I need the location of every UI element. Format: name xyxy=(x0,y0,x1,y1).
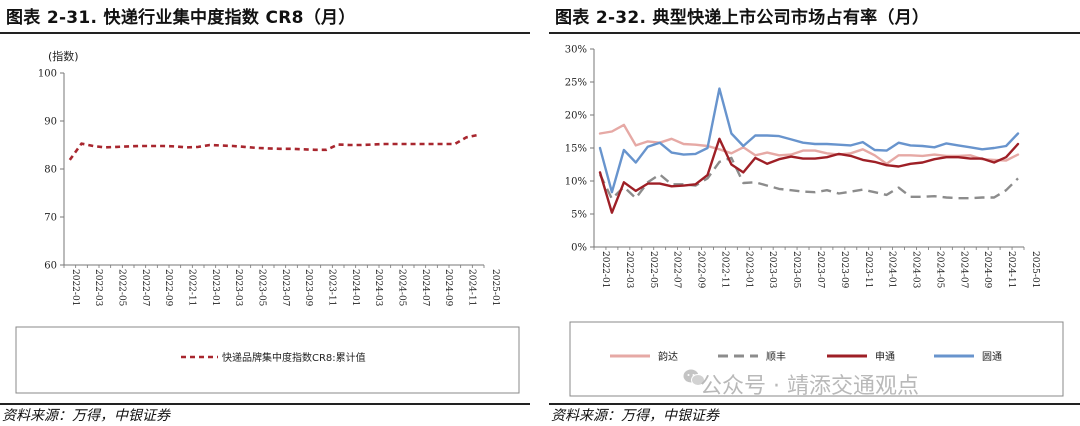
right-y-tick-label: 20% xyxy=(565,111,587,122)
left-legend-label: 快递品牌集中度指数CR8:累计值 xyxy=(222,351,366,364)
right-x-tick-label: 2023-05 xyxy=(791,251,801,289)
right-series-line-申通 xyxy=(598,137,1020,214)
left-y-tick-label: 90 xyxy=(44,117,57,128)
right-legend-label: 圆通 xyxy=(982,351,1002,363)
right-x-tick-label: 2024-07 xyxy=(958,251,968,289)
left-x-tick-label: 2022-05 xyxy=(117,269,127,307)
left-series-line-快递品牌集中度指数CR8:累计值 xyxy=(68,133,479,161)
left-x-tick-label: 2023-09 xyxy=(303,269,313,307)
left-x-tick-label: 2022-01 xyxy=(70,269,80,306)
right-x-tick-label: 2024-09 xyxy=(982,251,992,289)
left-chart-panel: 图表 2-31. 快递行业集中度指数 CR8（月） (指数) 60 70 80 90 10… xyxy=(0,0,530,426)
right-chart-panel: 图表 2-32. 典型快递上市公司市场占有率（月） 0% 5% 10% 15% 20% 2… xyxy=(549,0,1080,426)
right-source-note: 资料来源：万得，中银证券 xyxy=(551,408,719,424)
left-x-tick-label: 2024-07 xyxy=(420,269,430,307)
right-legend-label: 申通 xyxy=(875,350,895,363)
left-y-tick-label: 100 xyxy=(38,69,57,80)
right-x-tick-label: 2022-03 xyxy=(624,251,634,289)
right-x-tick-label: 2022-07 xyxy=(672,251,682,289)
left-unit-label: (指数) xyxy=(48,49,79,63)
left-x-tick-label: 2023-03 xyxy=(233,269,243,307)
right-x-tick-label: 2022-09 xyxy=(696,251,706,289)
right-x-tick-label: 2023-03 xyxy=(767,251,777,289)
right-x-tick-label: 2022-01 xyxy=(600,251,610,288)
left-chart-svg: (指数) 60 70 80 90 100 2022-01 2022-03 2022-05 2022… xyxy=(15,49,520,394)
left-x-tick-label: 2023-11 xyxy=(327,269,337,306)
right-y-tick-label: 30% xyxy=(565,45,587,56)
right-chart-title: 图表 2-32. 典型快递上市公司市场占有率（月） xyxy=(555,8,930,28)
left-y-tick-label: 70 xyxy=(44,213,57,224)
right-series-line-顺丰 xyxy=(598,156,1019,201)
left-x-tick-label: 2022-11 xyxy=(187,269,197,306)
watermark-text: 公众号 · 靖添交通观点 xyxy=(700,374,919,399)
right-legend-label: 顺丰 xyxy=(766,350,786,363)
right-legend-box xyxy=(569,321,1064,397)
left-x-tick-label: 2024-01 xyxy=(350,269,360,306)
left-x-tick-label: 2024-05 xyxy=(397,269,407,307)
left-x-tick-label: 2024-03 xyxy=(373,269,383,307)
left-source-rule xyxy=(0,403,530,405)
right-x-tick-label: 2024-03 xyxy=(911,251,921,289)
left-source-note: 资料来源：万得，中银证券 xyxy=(2,408,170,424)
left-x-tick-label: 2023-05 xyxy=(257,269,267,307)
right-chart-svg: 0% 5% 10% 15% 20% 25% 30% 2022-01 2022-03 2022-05… xyxy=(565,45,1064,397)
left-y-tick-label: 80 xyxy=(44,165,57,176)
right-x-tick-label: 2024-01 xyxy=(887,251,897,288)
right-y-tick-label: 0% xyxy=(571,243,587,254)
left-x-tick-label: 2022-03 xyxy=(93,269,103,307)
right-x-tick-label: 2024-11 xyxy=(1006,251,1016,288)
right-y-tick-label: 10% xyxy=(565,177,587,188)
right-y-tick-label: 15% xyxy=(565,144,587,155)
right-legend-label: 韵达 xyxy=(658,350,678,363)
left-y-tick-label: 60 xyxy=(44,261,57,272)
right-x-tick-label: 2022-05 xyxy=(648,251,658,289)
right-x-tick-label: 2022-11 xyxy=(719,251,729,288)
right-x-tick-label: 2023-07 xyxy=(815,251,825,289)
left-x-tick-label: 2022-09 xyxy=(163,269,173,307)
left-x-tick-label: 2022-07 xyxy=(140,269,150,307)
left-title-rule xyxy=(0,32,530,34)
right-x-tick-label: 2023-01 xyxy=(743,251,753,288)
right-y-tick-label: 25% xyxy=(565,78,587,89)
right-x-tick-label: 2023-09 xyxy=(839,251,849,289)
right-x-tick-label: 2024-05 xyxy=(934,251,944,289)
right-x-tick-label: 2025-01 xyxy=(1030,251,1040,288)
right-series-line-圆通 xyxy=(598,87,1020,194)
right-x-tick-label: 2023-11 xyxy=(863,251,873,288)
left-x-tick-label: 2025-01 xyxy=(490,269,500,306)
wechat-icon xyxy=(683,369,705,386)
right-y-tick-label: 5% xyxy=(571,210,587,221)
left-legend-box xyxy=(15,326,520,394)
left-x-tick-label: 2023-01 xyxy=(210,269,220,306)
left-x-tick-label: 2024-09 xyxy=(443,269,453,307)
right-source-rule xyxy=(549,403,1080,405)
left-x-tick-label: 2023-07 xyxy=(280,269,290,307)
right-series-line-韵达 xyxy=(598,123,1020,166)
right-title-rule xyxy=(549,32,1080,34)
left-x-tick-label: 2024-11 xyxy=(467,269,477,306)
left-chart-title: 图表 2-31. 快递行业集中度指数 CR8（月） xyxy=(6,8,356,28)
